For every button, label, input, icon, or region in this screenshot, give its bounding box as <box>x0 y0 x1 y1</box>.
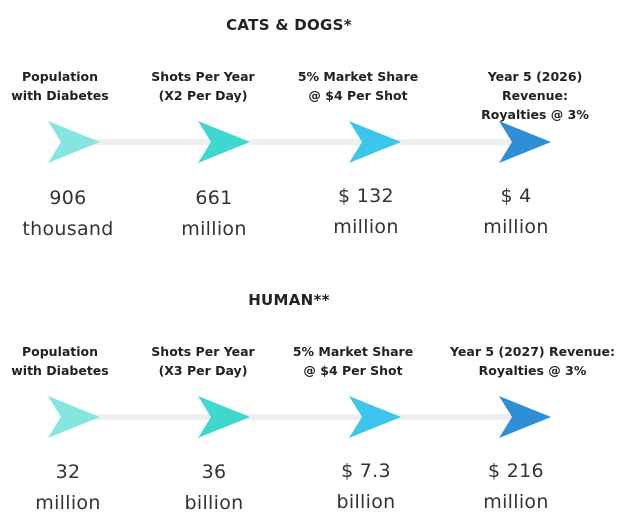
arrow-row <box>0 396 628 438</box>
label-line: Population <box>21 69 99 84</box>
section-human: HUMAN** Population with Diabetes Shots P… <box>0 275 628 525</box>
step-value-revenue: $ 4 million <box>441 181 591 243</box>
step-value-population: 32 million <box>0 457 143 519</box>
value-unit: billion <box>336 491 396 513</box>
label-line: @ $4 Per Shot <box>303 363 403 378</box>
step-value-population: 906 thousand <box>0 183 143 245</box>
label-line: Population <box>21 344 99 359</box>
step-label-population: Population with Diabetes <box>0 342 135 380</box>
step-label-revenue: Year 5 (2026) Revenue: Royalties @ 3% <box>455 67 615 124</box>
step-value-revenue: $ 216 million <box>441 456 591 518</box>
value-unit: billion <box>184 492 244 514</box>
connector-track <box>70 139 540 145</box>
chevron-arrow-icon <box>46 121 100 163</box>
value-number: $ 4 <box>500 185 532 207</box>
label-line: with Diabetes <box>11 88 109 103</box>
chevron-arrow-icon <box>347 121 401 163</box>
section-title: CATS & DOGS* <box>226 16 352 34</box>
value-unit: thousand <box>22 218 114 240</box>
label-line: 5% Market Share <box>292 344 414 359</box>
step-label-shots: Shots Per Year (X2 Per Day) <box>128 67 278 105</box>
step-value-market-share: $ 7.3 billion <box>291 456 441 518</box>
chevron-arrow-icon <box>497 121 551 163</box>
label-line: with Diabetes <box>11 363 109 378</box>
value-number: 661 <box>195 187 233 209</box>
label-line: (X3 Per Day) <box>158 363 248 378</box>
chevron-arrow-icon <box>347 396 401 438</box>
step-value-market-share: $ 132 million <box>291 181 441 243</box>
value-unit: million <box>483 216 549 238</box>
arrow-row <box>0 121 628 163</box>
value-number: 32 <box>55 461 81 483</box>
value-number: $ 7.3 <box>341 460 391 482</box>
label-line: Shots Per Year <box>151 69 255 84</box>
label-line: Shots Per Year <box>151 344 255 359</box>
section-cats-dogs: CATS & DOGS* Population with Diabetes Sh… <box>0 0 628 260</box>
value-number: 906 <box>49 187 87 209</box>
label-line: Royalties @ 3% <box>481 107 589 122</box>
chevron-arrow-icon <box>196 396 250 438</box>
value-unit: million <box>333 216 399 238</box>
value-unit: million <box>483 491 549 513</box>
section-title: HUMAN** <box>248 291 330 309</box>
value-number: $ 216 <box>488 460 544 482</box>
label-line: Royalties @ 3% <box>478 363 587 378</box>
chevron-arrow-icon <box>196 121 250 163</box>
label-line: (X2 Per Day) <box>158 88 248 103</box>
value-unit: million <box>35 492 101 514</box>
value-unit: million <box>181 218 247 240</box>
step-label-revenue: Year 5 (2027) Revenue: Royalties @ 3% <box>450 342 615 380</box>
step-label-shots: Shots Per Year (X3 Per Day) <box>128 342 278 380</box>
value-number: $ 132 <box>338 185 394 207</box>
chevron-arrow-icon <box>46 396 100 438</box>
label-line: Year 5 (2026) Revenue: <box>487 69 583 103</box>
step-label-population: Population with Diabetes <box>0 67 135 105</box>
step-label-market-share: 5% Market Share @ $4 Per Shot <box>283 67 433 105</box>
step-label-market-share: 5% Market Share @ $4 Per Shot <box>278 342 428 380</box>
connector-track <box>70 414 540 420</box>
step-value-shots: 661 million <box>139 183 289 245</box>
chevron-arrow-icon <box>497 396 551 438</box>
label-line: 5% Market Share <box>297 69 419 84</box>
step-value-shots: 36 billion <box>139 457 289 519</box>
label-line: @ $4 Per Shot <box>308 88 408 103</box>
label-line: Year 5 (2027) Revenue: <box>450 344 615 359</box>
value-number: 36 <box>201 461 227 483</box>
